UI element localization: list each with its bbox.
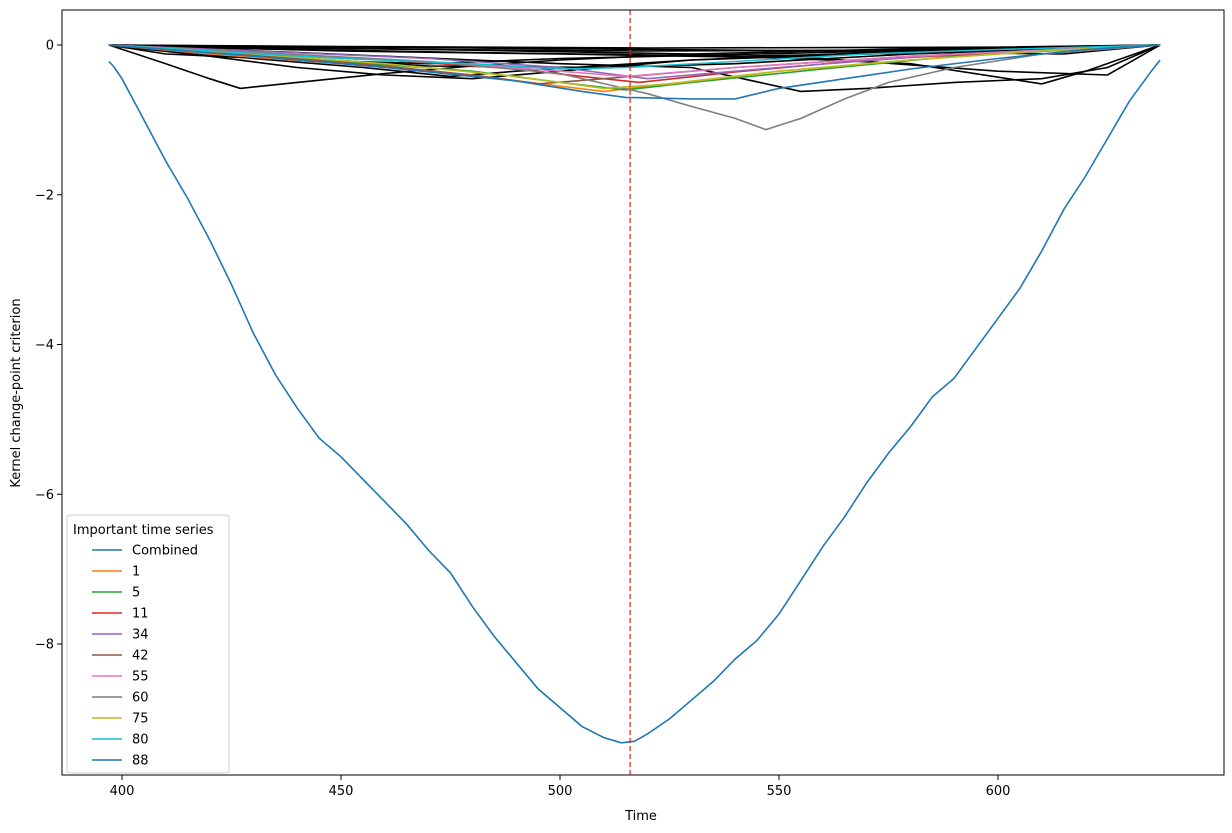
series-line-88 (108, 44, 1161, 100)
legend-label: 5 (132, 586, 140, 601)
legend-title: Important time series (73, 523, 214, 538)
plot-frame (61, 9, 1225, 776)
x-tick-label: 450 (329, 784, 354, 799)
legend-label: Combined (132, 544, 198, 559)
legend-label: 88 (132, 754, 149, 769)
legend: Important time series Combined 1 5 11 34 42 55… (66, 514, 230, 774)
series-group (108, 44, 1161, 744)
background-series-line-7 (108, 44, 1161, 52)
series-line-80 (108, 44, 1161, 70)
y-tick-label: −8 (35, 638, 54, 653)
x-tick-label: 400 (110, 784, 135, 799)
x-tick-label: 500 (548, 784, 573, 799)
y-axis-label: Kernel change-point criterion (9, 298, 24, 487)
y-tick-label: 0 (46, 39, 54, 54)
legend-label: 34 (132, 628, 149, 643)
series-line-75 (108, 44, 1161, 90)
legend-items: Combined 1 5 11 34 42 55 60 75 80 88 (92, 544, 198, 769)
y-tick-label: −2 (35, 188, 54, 203)
x-tick-label: 600 (986, 784, 1011, 799)
y-axis-ticks: 0 −2 −4 −6 −8 (35, 39, 62, 653)
y-tick-label: −4 (35, 338, 54, 353)
series-line-combined (108, 59, 1161, 744)
background-series-line-0 (108, 44, 1161, 90)
legend-label: 55 (132, 670, 149, 685)
legend-label: 60 (132, 691, 149, 706)
plot-area (108, 10, 1161, 775)
y-tick-label: −6 (35, 488, 54, 503)
x-axis-label: Time (624, 809, 657, 824)
legend-label: 42 (132, 649, 149, 664)
x-tick-label: 550 (767, 784, 792, 799)
legend-label: 1 (132, 565, 140, 580)
legend-label: 75 (132, 712, 149, 727)
legend-box (66, 514, 230, 774)
background-series-line-10 (108, 44, 1161, 55)
legend-label: 11 (132, 607, 149, 622)
legend-label: 80 (132, 733, 149, 748)
x-axis-ticks: 400 450 500 550 600 (110, 775, 1011, 799)
